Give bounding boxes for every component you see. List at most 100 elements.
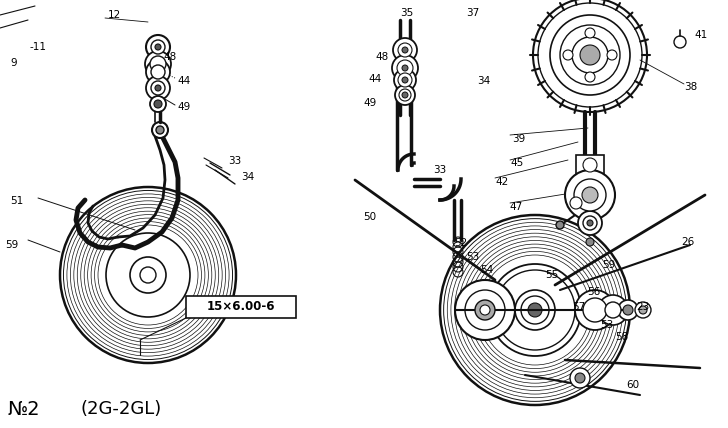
Circle shape [150,96,166,112]
Circle shape [392,55,418,81]
Text: 44: 44 [177,76,190,86]
Text: 53: 53 [466,252,479,262]
Circle shape [480,305,490,315]
Text: 33: 33 [228,156,241,166]
Circle shape [146,35,170,59]
Circle shape [528,303,542,317]
Circle shape [155,85,161,91]
Bar [576,155,604,175]
Text: 41: 41 [694,30,707,40]
Text: ‑11: ‑11 [30,42,47,52]
Circle shape [575,373,585,383]
Circle shape [402,77,408,83]
Circle shape [399,89,411,101]
Circle shape [397,60,413,76]
Circle shape [515,290,555,330]
Circle shape [155,44,161,50]
Text: 56: 56 [587,287,601,297]
Circle shape [563,50,573,60]
Circle shape [583,298,607,322]
Text: 48: 48 [375,52,388,62]
Circle shape [635,302,651,318]
Circle shape [587,220,593,226]
Circle shape [475,300,495,320]
Circle shape [598,295,628,325]
Text: 9: 9 [10,58,17,68]
Circle shape [565,170,615,220]
Circle shape [550,15,630,95]
Circle shape [583,216,597,230]
Text: 34: 34 [477,76,490,86]
Text: 53: 53 [600,320,613,330]
Text: 23: 23 [636,302,649,312]
Text: 59: 59 [5,240,18,250]
Circle shape [393,38,417,62]
Circle shape [152,122,168,138]
Circle shape [583,158,597,172]
Circle shape [607,50,617,60]
Circle shape [398,73,412,87]
Circle shape [402,65,408,71]
Circle shape [585,72,595,82]
Text: (2G-2GL): (2G-2GL) [80,400,161,418]
Circle shape [582,187,598,203]
Text: 59: 59 [602,260,615,270]
Text: 26: 26 [681,237,695,247]
Circle shape [575,290,615,330]
Circle shape [156,126,164,134]
Circle shape [570,368,590,388]
Text: 39: 39 [512,134,525,144]
Text: 55: 55 [545,270,558,280]
Circle shape [154,100,162,108]
Bar [186,296,296,318]
Text: 38: 38 [684,82,697,92]
Circle shape [572,37,608,73]
Circle shape [151,40,165,54]
Circle shape [402,92,408,98]
Text: 45: 45 [510,158,523,168]
Text: 47: 47 [509,202,522,212]
Text: 37: 37 [466,8,479,18]
Circle shape [145,51,171,77]
Circle shape [398,43,412,57]
Text: 35: 35 [400,8,414,18]
Circle shape [465,290,505,330]
Circle shape [574,179,606,211]
Circle shape [586,238,594,246]
Text: 34: 34 [241,172,254,182]
Circle shape [556,221,564,229]
Text: 44: 44 [368,74,381,84]
Circle shape [455,280,515,340]
Text: №2: №2 [8,400,41,419]
Text: 50: 50 [363,212,376,222]
Text: 48: 48 [163,52,176,62]
Text: 58: 58 [615,332,628,342]
Circle shape [146,60,170,84]
Circle shape [151,65,165,79]
Text: 12: 12 [108,10,122,20]
Text: 57: 57 [572,302,585,312]
Text: 49: 49 [177,102,190,112]
Text: 52: 52 [454,238,467,248]
Circle shape [580,45,600,65]
Text: 60: 60 [626,380,639,390]
Circle shape [395,85,415,105]
Circle shape [623,305,633,315]
Text: 54: 54 [480,265,494,275]
Circle shape [146,76,170,100]
Circle shape [402,47,408,53]
Circle shape [150,56,166,72]
Circle shape [639,306,647,314]
Text: 49: 49 [363,98,376,108]
Text: 51: 51 [10,196,23,206]
Circle shape [605,302,621,318]
Circle shape [151,81,165,95]
Circle shape [585,28,595,38]
Circle shape [618,300,638,320]
Circle shape [140,267,156,283]
Circle shape [489,264,581,356]
Text: 42: 42 [495,177,508,187]
Circle shape [570,197,582,209]
Text: 33: 33 [433,165,446,175]
Circle shape [394,69,416,91]
